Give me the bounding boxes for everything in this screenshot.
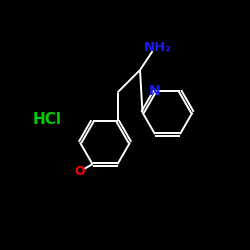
Text: N: N	[149, 84, 161, 98]
Text: O: O	[75, 165, 85, 178]
Text: NH₂: NH₂	[144, 41, 172, 54]
Text: HCl: HCl	[33, 112, 62, 128]
